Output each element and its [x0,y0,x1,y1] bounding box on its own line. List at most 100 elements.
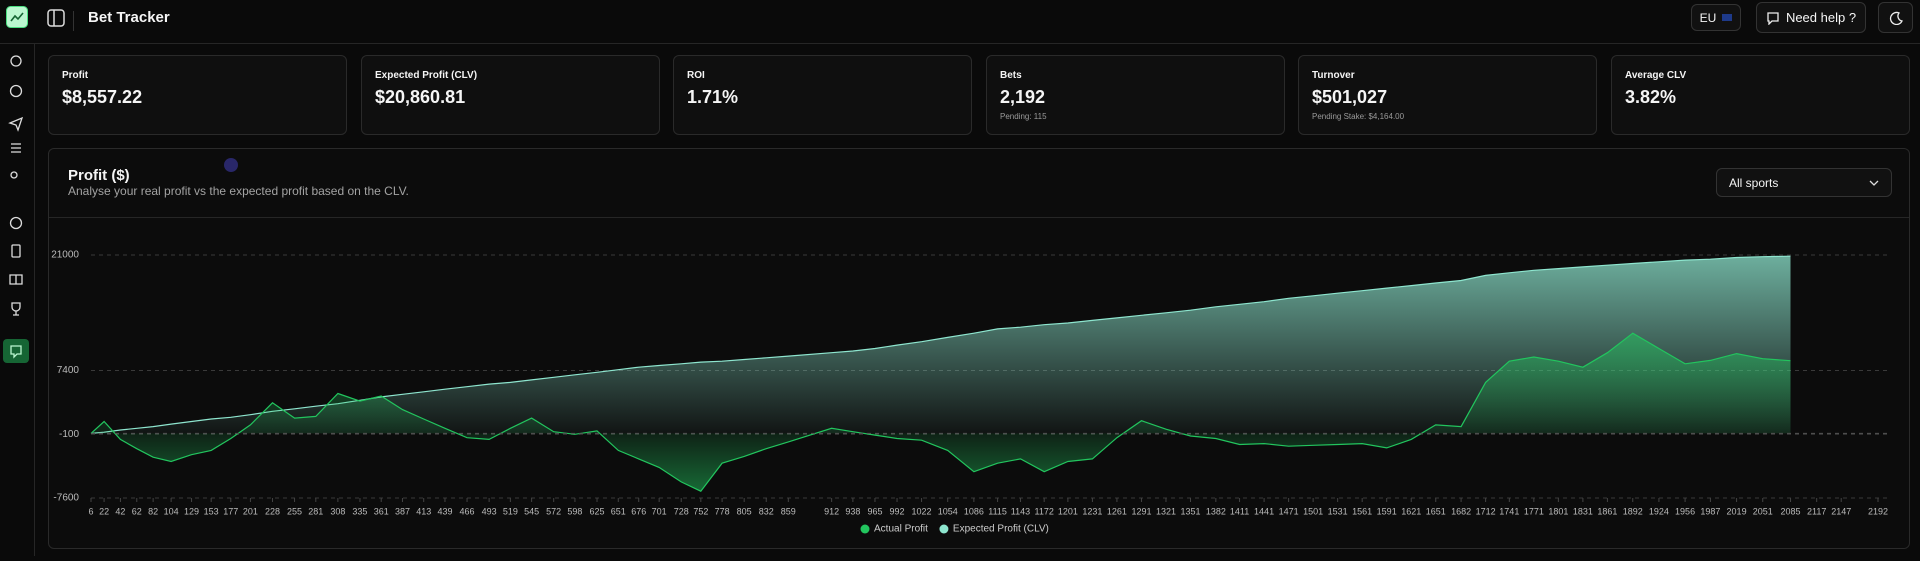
chat-icon [1767,11,1779,25]
x-tick-label: 308 [330,506,345,516]
moon-icon [1889,11,1903,25]
stat-label: Bets [1000,70,1022,81]
nav-icon[interactable] [9,84,23,98]
x-tick-label: 153 [204,506,219,516]
x-tick-label: 728 [674,506,689,516]
line [90,255,1791,434]
stat-label: Turnover [1312,70,1355,81]
sidebar [0,44,35,556]
stat-value: $8,557.22 [62,87,143,107]
x-tick-label: 2147 [1831,506,1851,516]
x-tick-label: 335 [352,506,367,516]
stat-card: Profit $8,557.22 [48,55,347,135]
x-tick-label: 228 [265,506,280,516]
app-title: Bet Tracker [88,9,170,26]
x-tick-label: 1682 [1451,506,1471,516]
x-tick-label: 2192 [1868,506,1888,516]
nav-icon[interactable] [9,216,23,230]
x-tick-label: 1471 [1279,506,1299,516]
x-tick-label: 6 [88,506,93,516]
x-tick-label: 1022 [912,506,932,516]
x-tick-label: 545 [524,506,539,516]
stat-card: Bets 2,192 Pending: 115 [986,55,1285,135]
legend-label: Actual Profit [874,524,928,535]
chart: -7600 -100 7400 21000 6 22 42 62 82 104 129 153 177 2… [51,250,1888,535]
x-tick-label: 598 [567,506,582,516]
nav-icon[interactable] [9,274,23,285]
nav-icon[interactable] [11,244,21,258]
x-tick-label: 255 [287,506,302,516]
x-tick-label: 1956 [1675,506,1695,516]
x-tick-label: 1321 [1156,506,1176,516]
legend-swatch [860,524,870,534]
help-button[interactable]: Need help ? [1756,2,1866,33]
x-tick-label: 1291 [1131,506,1151,516]
x-tick-label: 912 [824,506,839,516]
x-tick-label: 676 [631,506,646,516]
x-tick-label: 2117 [1807,506,1826,516]
x-tick-label: 439 [437,506,452,516]
x-tick-label: 22 [99,506,109,516]
x-tick-label: 62 [132,506,142,516]
x-tick-label: 177 [223,506,238,516]
area [91,333,1791,492]
x-tick-label: 2051 [1753,506,1773,516]
cursor-dot [224,158,238,172]
logo[interactable] [6,6,28,28]
chevron [1869,180,1879,186]
stat-value: 1.71% [687,87,739,107]
region-button[interactable]: EU [1691,4,1741,31]
x-tick-label: 201 [243,506,258,516]
x-tick-label: 519 [503,506,518,516]
x-tick-label: 572 [546,506,561,516]
theme-button[interactable] [1878,2,1913,33]
stat-value: $20,860.81 [375,87,466,107]
y-tick-label: -7600 [53,493,79,504]
top-bar: Bet Tracker EU Need help ? [0,0,1920,44]
chart-subtitle: Analyse your real profit vs the expected… [68,184,409,198]
stat-card: ROI 1.71% [673,55,972,135]
x-tick-label: 1086 [964,506,984,516]
x-tick-label: 1531 [1328,506,1348,516]
sidebar-icons [3,55,29,363]
flag [1722,14,1733,21]
legend-label: Expected Profit (CLV) [953,524,1049,535]
nav-icon [10,345,22,359]
chart-title: Profit ($) [68,167,130,184]
stat-label: Profit [62,70,89,81]
x-tick-label: 129 [184,506,199,516]
stat-card: Turnover $501,027 Pending Stake: $4,164.00 [1298,55,1597,135]
x-tick-label: 1441 [1254,506,1274,516]
divider [73,11,74,31]
divider [49,217,1909,218]
nav-icon[interactable] [11,143,21,153]
x-tick-label: 778 [715,506,730,516]
x-tick-label: 1741 [1499,506,1519,516]
nav-active[interactable] [3,339,29,363]
x-tick-label: 361 [374,506,389,516]
nav-icon[interactable] [11,302,21,316]
x-tick-label: 625 [590,506,605,516]
x-tick-label: 805 [737,506,752,516]
x-tick-label: 2085 [1781,506,1801,516]
nav-icon[interactable] [10,55,22,67]
x-tick-label: 413 [416,506,431,516]
nav-icon[interactable] [10,171,18,179]
x-tick-label: 104 [164,506,179,516]
sport-filter[interactable]: All sports [1716,168,1892,197]
y-tick-label: 21000 [51,250,79,261]
x-tick-label: 1987 [1700,506,1720,516]
x-tick-label: 1831 [1573,506,1593,516]
x-tick-label: 965 [867,506,882,516]
x-tick-label: 493 [482,506,497,516]
line [90,332,1791,492]
stat-label: Average CLV [1625,70,1687,81]
x-tick-label: 1261 [1107,506,1127,516]
x-tick-label: 938 [845,506,860,516]
x-tick-label: 1621 [1401,506,1421,516]
x-tick-label: 1172 [1034,506,1053,516]
region-label: EU [1699,10,1717,25]
sidebar-toggle[interactable] [47,9,65,27]
nav-icon[interactable] [8,116,24,132]
